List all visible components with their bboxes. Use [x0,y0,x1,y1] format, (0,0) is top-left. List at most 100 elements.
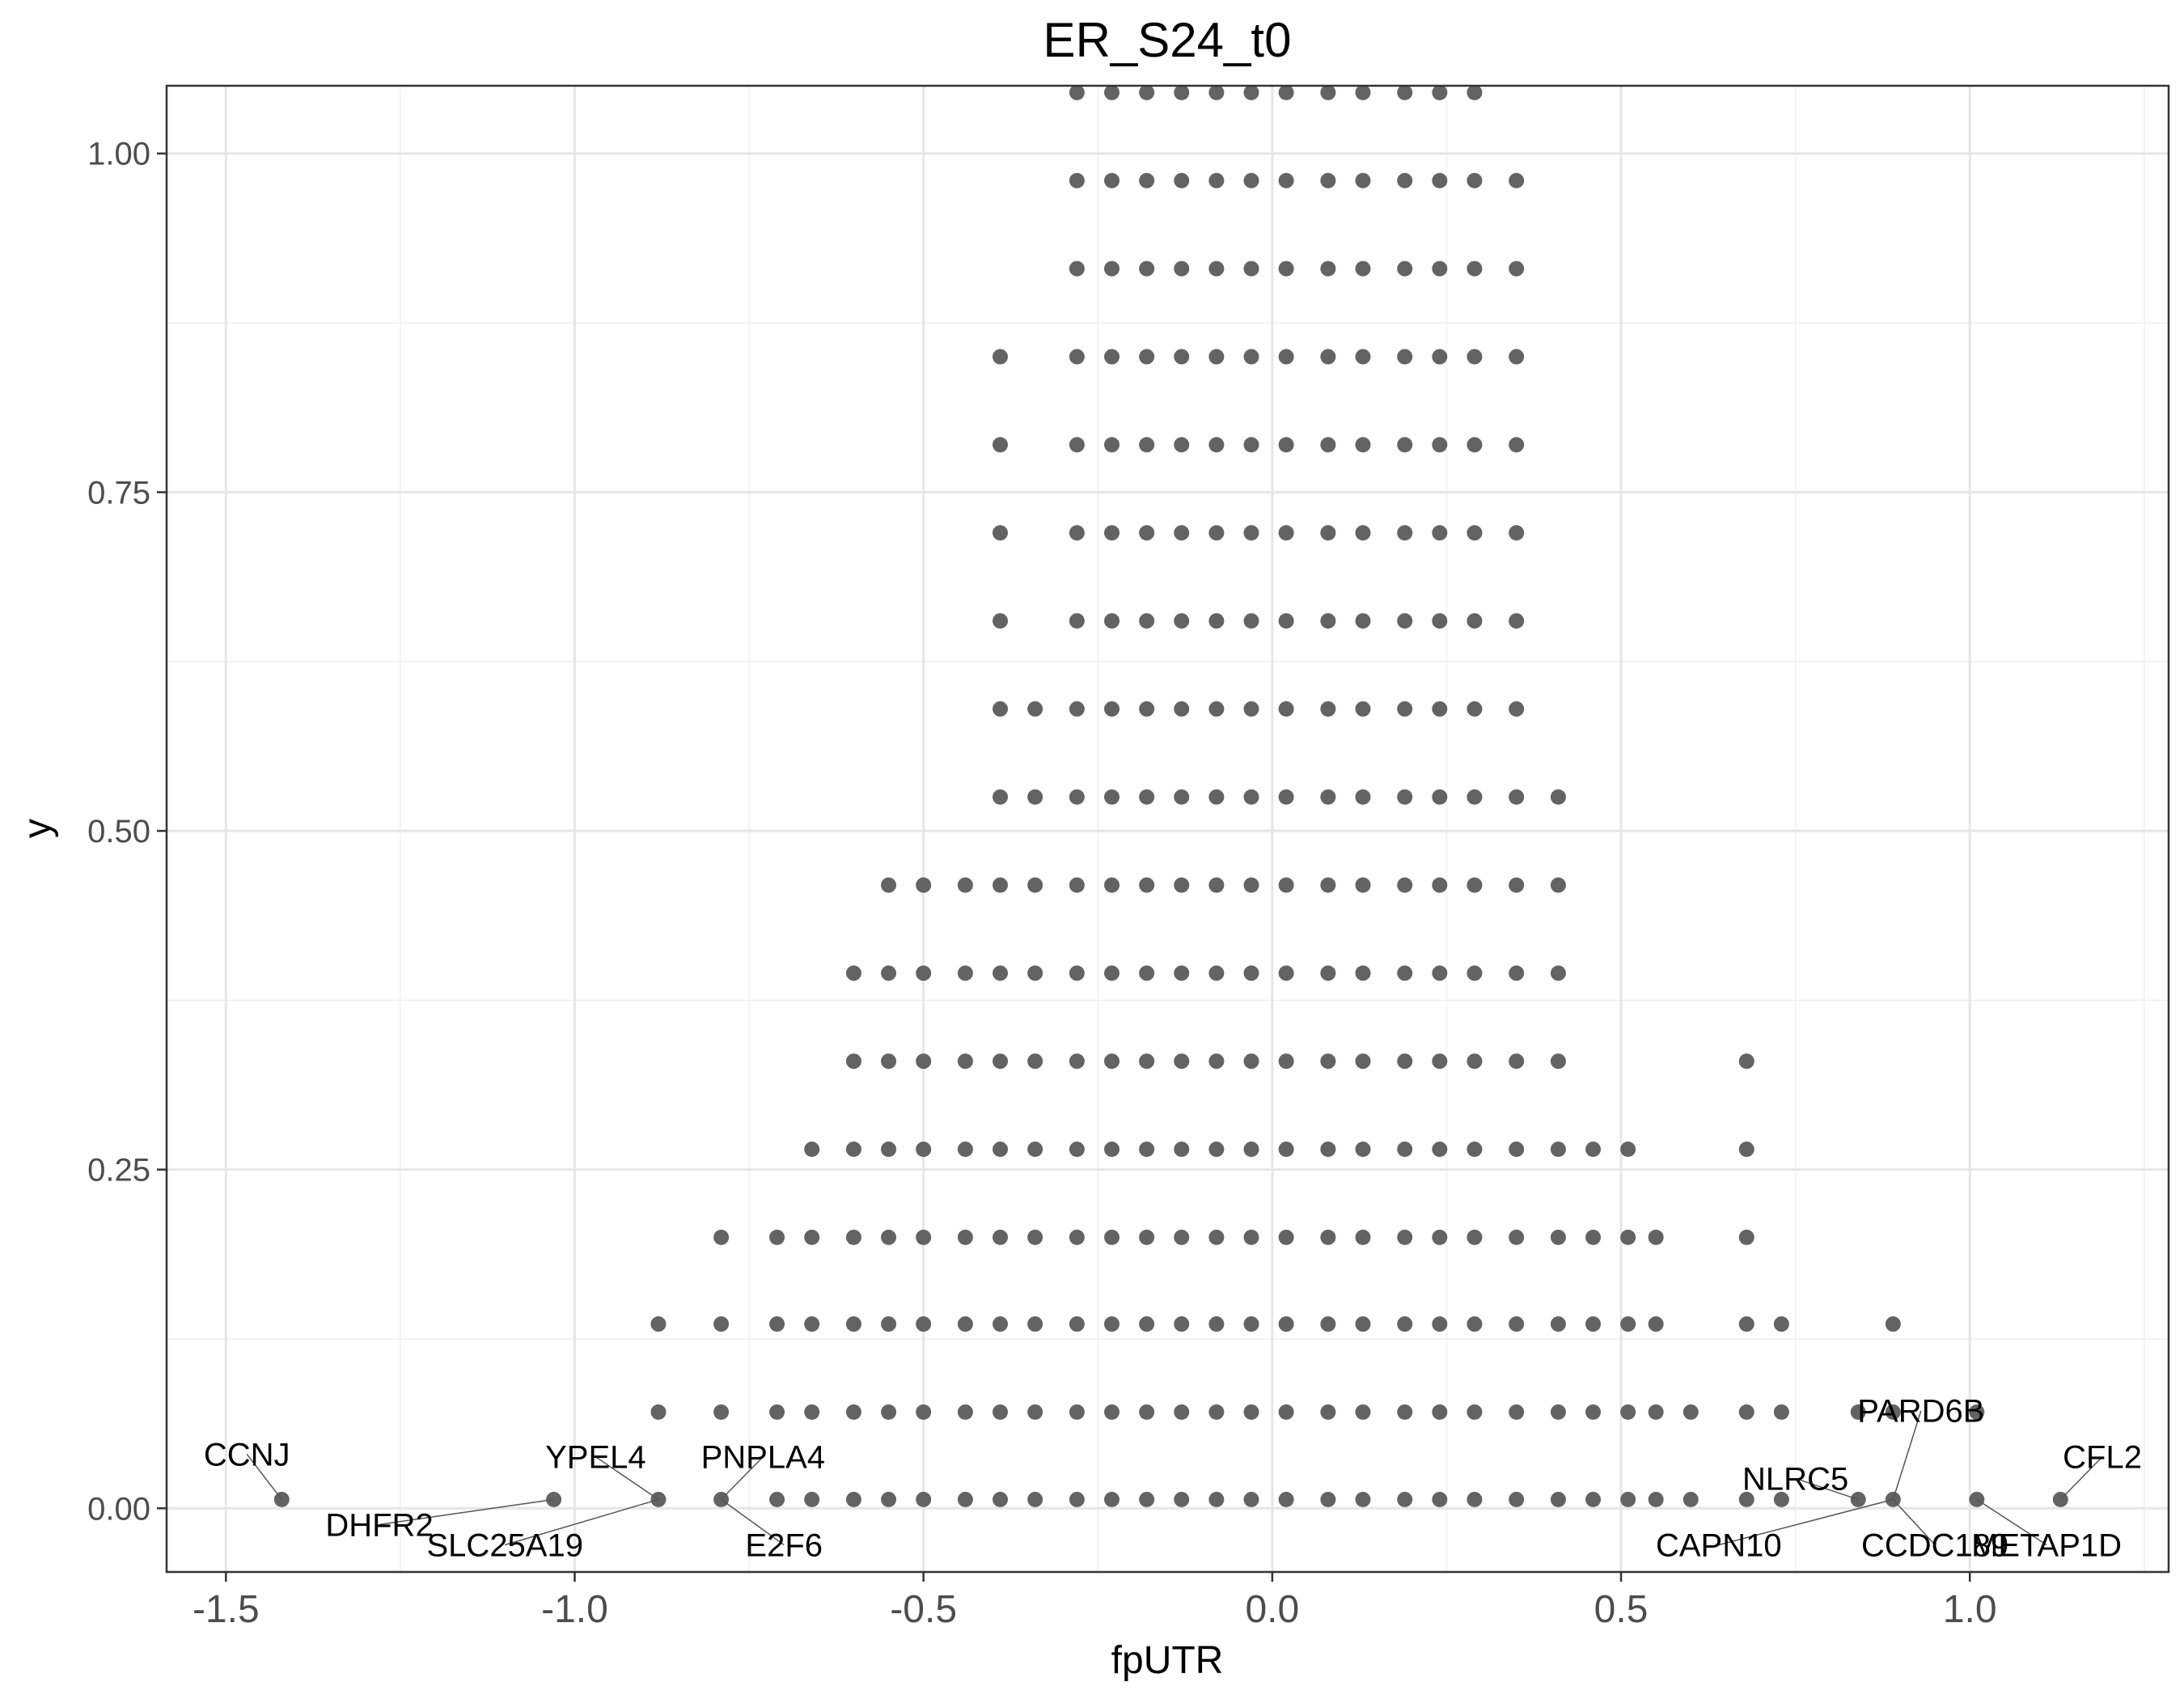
plot-border [165,84,2170,1574]
data-point [1278,525,1294,541]
data-point [916,1491,932,1507]
data-point [1355,1404,1371,1420]
data-point [881,877,897,893]
minor-gridlines [167,86,2169,1572]
data-point [1104,1142,1120,1158]
data-point [1174,1404,1190,1420]
data-point [1069,789,1085,805]
data-point [1509,349,1525,365]
data-point [1432,612,1448,629]
data-point [804,1142,820,1158]
data-point [1104,172,1120,189]
data-point [1278,612,1294,629]
data-point [1432,1491,1448,1507]
data-point [1174,701,1190,717]
data-point [1355,1053,1371,1070]
x-tick-label: 1.0 [1943,1588,1997,1631]
data-point [1355,1491,1371,1507]
data-point [1432,525,1448,541]
data-point [957,877,973,893]
data-point [1467,437,1483,453]
data-point [1550,789,1566,805]
data-point [916,965,932,981]
data-point [1069,1053,1085,1070]
data-point [1027,1316,1043,1333]
data-point [1432,1053,1448,1070]
data-point [1027,1053,1043,1070]
data-point [1397,789,1413,805]
label-connector [1892,1410,1922,1500]
data-point [1069,965,1085,981]
data-point [1355,877,1371,893]
data-point [845,965,861,981]
data-point [1139,965,1155,981]
data-point [1104,1053,1120,1070]
data-point [1509,1142,1525,1158]
data-point [1355,437,1371,453]
y-tick-label: 0.50 [87,814,150,850]
data-point [1139,84,1155,100]
data-point [1432,437,1448,453]
data-point [993,1053,1009,1070]
label-connector [379,1498,554,1526]
data-point [1069,525,1085,541]
data-point [1467,965,1483,981]
data-point [1027,789,1043,805]
data-point [1104,1491,1120,1507]
data-point [1738,1404,1754,1420]
data-point [650,1404,667,1420]
label-connector [505,1498,659,1546]
data-point [1069,1142,1085,1158]
data-point [1278,84,1294,100]
data-point [1355,701,1371,717]
data-point [1278,172,1294,189]
data-point [1320,1316,1336,1333]
data-point [1355,261,1371,277]
data-point [1738,1229,1754,1245]
data-point [1648,1404,1664,1420]
chart-title: ER_S24_t0 [1043,13,1292,67]
data-point [1104,1316,1120,1333]
data-point [1174,789,1190,805]
data-point [1397,261,1413,277]
data-point [1243,1404,1259,1420]
data-point [1648,1316,1664,1333]
label-connector [595,1456,659,1501]
label-connector [246,1453,282,1500]
data-point [1550,1229,1566,1245]
data-point [1682,1404,1699,1420]
data-point [1509,261,1525,277]
data-point [1620,1316,1636,1333]
data-point [1208,1229,1225,1245]
data-point [1432,1229,1448,1245]
data-point [1208,965,1225,981]
data-point [1278,261,1294,277]
data-point [1648,1229,1664,1245]
data-point [1320,877,1336,893]
data-point [1104,612,1120,629]
data-point [1467,1053,1483,1070]
data-point [993,1316,1009,1333]
data-point [1174,349,1190,365]
data-point [1509,1053,1525,1070]
data-point [1208,1404,1225,1420]
gene-label: YPEL4 [545,1440,646,1476]
data-point [1467,789,1483,805]
data-point [1069,84,1085,100]
data-point [1773,1491,1789,1507]
data-point [1174,877,1190,893]
label-connector [1892,1498,1936,1546]
data-point [1243,1053,1259,1070]
data-point [1027,1491,1043,1507]
data-point [1432,701,1448,717]
data-point [1104,701,1120,717]
y-axis-title: y [16,819,59,838]
data-point [1069,877,1085,893]
data-point [1104,84,1120,100]
gene-label: PARD6B [1857,1394,1984,1430]
data-point [1139,877,1155,893]
data-point [1208,701,1225,717]
label-connector [721,1456,764,1500]
data-point [993,789,1009,805]
